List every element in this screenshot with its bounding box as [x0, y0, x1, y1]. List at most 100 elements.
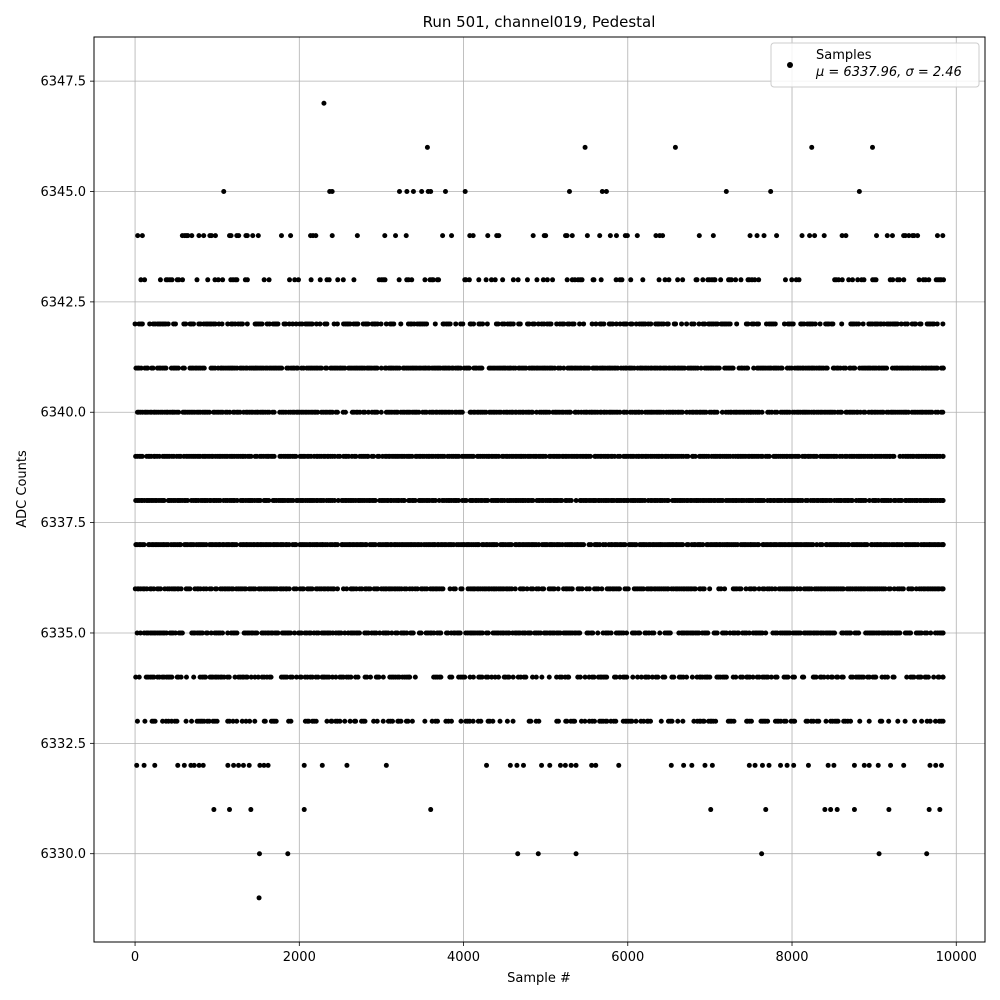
data-point	[271, 409, 277, 415]
data-point	[906, 233, 912, 239]
data-point	[479, 365, 485, 371]
data-point	[772, 321, 778, 327]
data-point	[879, 718, 885, 724]
data-point	[247, 718, 253, 724]
x-tick-label: 10000	[936, 950, 977, 965]
data-point	[573, 851, 579, 857]
data-point	[438, 674, 444, 680]
data-point	[300, 586, 306, 592]
data-point	[638, 674, 644, 680]
data-point	[862, 409, 868, 415]
data-point	[763, 630, 769, 636]
data-point	[389, 630, 395, 636]
data-point	[589, 321, 595, 327]
data-point	[419, 189, 425, 195]
data-point	[156, 453, 162, 459]
data-point	[256, 895, 262, 901]
data-point	[891, 453, 897, 459]
data-point	[530, 409, 536, 415]
data-point	[533, 674, 539, 680]
data-point	[139, 321, 145, 327]
data-point	[595, 586, 601, 592]
data-point	[347, 718, 353, 724]
data-point	[797, 630, 803, 636]
data-point	[701, 586, 707, 592]
data-point	[860, 321, 866, 327]
data-point	[368, 674, 373, 680]
data-point	[414, 586, 420, 592]
data-point	[261, 277, 267, 283]
data-point	[895, 718, 901, 724]
data-point	[539, 762, 545, 768]
data-point	[544, 277, 550, 283]
data-point	[372, 542, 378, 548]
data-point	[142, 277, 148, 283]
data-point	[139, 233, 145, 239]
data-point	[829, 674, 835, 680]
data-point	[723, 189, 729, 195]
data-point	[746, 630, 752, 636]
data-point	[713, 718, 719, 724]
data-point	[206, 718, 212, 724]
data-point	[646, 674, 652, 680]
data-point	[163, 365, 169, 371]
data-point	[940, 586, 946, 592]
data-point	[183, 674, 189, 680]
data-point	[651, 630, 657, 636]
data-point	[407, 674, 413, 680]
data-point	[564, 718, 570, 724]
data-point	[293, 453, 299, 459]
data-point	[937, 807, 943, 813]
data-point	[884, 365, 890, 371]
data-point	[648, 321, 654, 327]
data-point	[765, 718, 771, 724]
data-point	[909, 586, 915, 592]
data-point	[239, 321, 245, 327]
data-point	[449, 233, 455, 239]
data-point	[918, 630, 924, 636]
data-point	[840, 674, 846, 680]
data-point	[809, 144, 815, 150]
data-point	[928, 630, 934, 636]
data-point	[587, 453, 593, 459]
data-point	[668, 762, 674, 768]
data-point	[226, 674, 232, 680]
data-point	[187, 586, 193, 592]
y-tick-label: 6337.5	[41, 516, 87, 531]
data-point	[441, 453, 447, 459]
data-point	[295, 277, 301, 283]
data-point	[138, 365, 144, 371]
data-point	[147, 321, 153, 327]
data-point	[432, 498, 438, 504]
data-point	[385, 630, 391, 636]
data-point	[662, 277, 668, 283]
data-point	[550, 277, 556, 283]
data-point	[239, 718, 245, 724]
data-point	[703, 409, 709, 415]
data-point	[752, 762, 758, 768]
data-point	[230, 718, 236, 724]
data-point	[543, 453, 549, 459]
data-point	[169, 674, 175, 680]
data-point	[288, 233, 294, 239]
data-point	[181, 365, 187, 371]
data-point	[287, 277, 293, 283]
data-point	[442, 189, 448, 195]
data-point	[175, 762, 181, 768]
data-point	[562, 762, 568, 768]
data-point	[783, 718, 789, 724]
data-point	[257, 498, 263, 504]
data-point	[598, 277, 604, 283]
data-point	[152, 762, 158, 768]
data-point	[702, 321, 708, 327]
data-point	[835, 674, 841, 680]
data-point	[639, 409, 645, 415]
data-point	[592, 718, 598, 724]
data-point	[680, 542, 686, 548]
data-point	[374, 409, 380, 415]
data-point	[536, 542, 542, 548]
data-point	[244, 233, 250, 239]
data-point	[301, 807, 307, 813]
data-point	[539, 674, 545, 680]
data-point	[846, 277, 852, 283]
